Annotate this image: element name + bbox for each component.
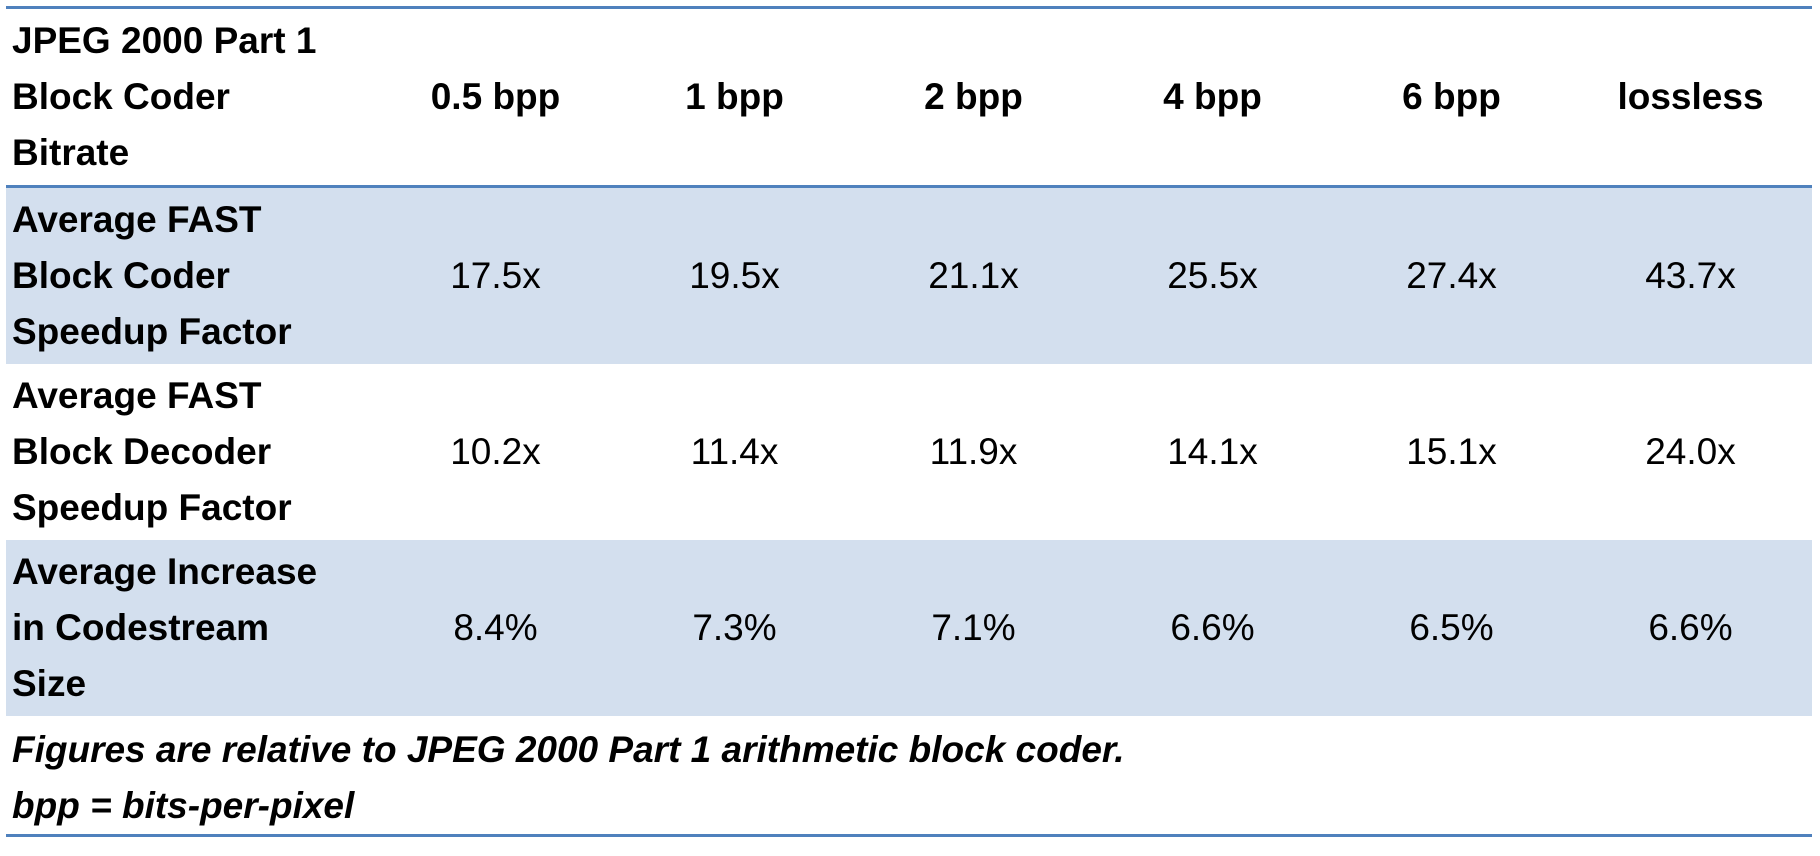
top-rule — [6, 6, 1812, 9]
table-cell: 14.1x — [1167, 431, 1258, 472]
table-cell: 7.3% — [692, 607, 777, 648]
row-label: Average FAST Block Coder Speedup Factor — [6, 192, 376, 360]
row-label: Average Increase in Codestream Size — [6, 544, 376, 712]
table-cell: 11.9x — [929, 431, 1018, 472]
column-header-4-bpp: 4 bpp — [1163, 76, 1262, 117]
table-cell: 10.2x — [450, 431, 541, 472]
table-cell: 17.5x — [450, 255, 541, 296]
header-label-line: Block Coder — [12, 76, 230, 117]
table-notes: Figures are relative to JPEG 2000 Part 1… — [6, 716, 1812, 834]
header-label: JPEG 2000 Part 1 Block Coder Bitrate — [6, 13, 376, 181]
table-cell: 6.6% — [1648, 607, 1733, 648]
table-cell: 19.5x — [689, 255, 780, 296]
bottom-rule — [6, 834, 1812, 837]
table-cell: 21.1x — [928, 255, 1019, 296]
row-label-line: Average FAST — [12, 199, 262, 240]
table-cell: 11.4x — [690, 431, 779, 472]
table-cell: 7.1% — [931, 607, 1016, 648]
row-label-line: Average Increase — [12, 551, 318, 592]
column-header-lossless: lossless — [1617, 76, 1764, 117]
row-label-line: Average FAST — [12, 375, 262, 416]
header-label-line: Bitrate — [12, 132, 130, 173]
speedup-table: JPEG 2000 Part 1 Block Coder Bitrate 0.5… — [6, 6, 1812, 837]
row-label: Average FAST Block Decoder Speedup Facto… — [6, 368, 376, 536]
table-cell: 15.1x — [1406, 431, 1497, 472]
table-row: Average FAST Block Coder Speedup Factor … — [6, 188, 1812, 364]
table-cell: 27.4x — [1406, 255, 1497, 296]
column-header-1-bpp: 1 bpp — [685, 76, 784, 117]
row-label-line: in Codestream — [12, 607, 270, 648]
row-label-line: Block Decoder — [12, 431, 272, 472]
table-header-row: JPEG 2000 Part 1 Block Coder Bitrate 0.5… — [6, 9, 1812, 185]
row-label-line: Block Coder — [12, 255, 230, 296]
table-cell: 24.0x — [1645, 431, 1736, 472]
table-row: Average FAST Block Decoder Speedup Facto… — [6, 364, 1812, 540]
column-header-2-bpp: 2 bpp — [924, 76, 1023, 117]
header-label-line: JPEG 2000 Part 1 — [12, 20, 317, 61]
table-cell: 8.4% — [453, 607, 538, 648]
note-line: Figures are relative to JPEG 2000 Part 1… — [12, 729, 1125, 770]
table-cell: 6.5% — [1409, 607, 1494, 648]
note-line: bpp = bits-per-pixel — [12, 785, 355, 826]
column-header-6-bpp: 6 bpp — [1402, 76, 1501, 117]
header-rule — [6, 185, 1812, 188]
table-cell: 6.6% — [1170, 607, 1255, 648]
column-header-0-5-bpp: 0.5 bpp — [430, 76, 561, 117]
row-label-line: Speedup Factor — [12, 487, 292, 528]
row-label-line: Size — [12, 663, 87, 704]
table-cell: 25.5x — [1167, 255, 1258, 296]
row-label-line: Speedup Factor — [12, 311, 292, 352]
table-row: Average Increase in Codestream Size 8.4%… — [6, 540, 1812, 716]
table-cell: 43.7x — [1645, 255, 1736, 296]
